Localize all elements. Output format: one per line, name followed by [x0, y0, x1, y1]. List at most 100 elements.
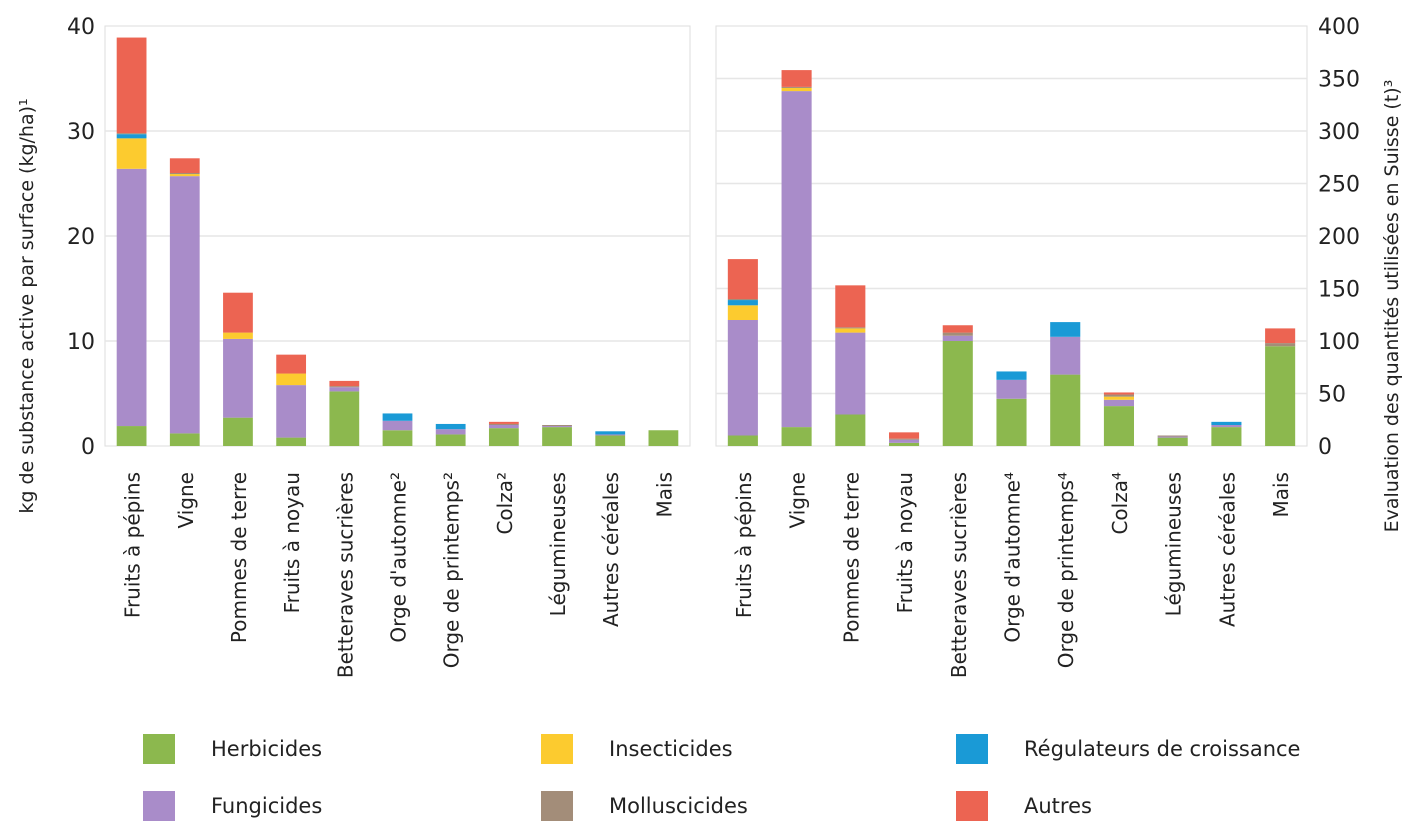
chart1-bar-fruits-a-noyau-fungicides: [276, 385, 307, 438]
chart1-bar-vigne-insecticides: [169, 174, 200, 177]
chart2-yaxis-label: Evaluation des quantités utilisées en Su…: [1381, 80, 1403, 533]
chart1-bar-fruits-a-pepins-insecticides: [116, 138, 147, 169]
chart2-bar-legumineuses-herbicides: [1157, 437, 1188, 446]
legend-swatch-fungicides: [143, 791, 175, 821]
chart1-yaxis-label: kg de substance active par surface (kg/h…: [16, 98, 38, 513]
chart2-bar-orge-de-printemps-regulateurs-de-croissance: [1050, 322, 1081, 337]
legend-swatch-molluscicides: [541, 791, 573, 821]
chart1-xtick-label-colza: Colza²: [493, 472, 517, 535]
chart1-bar-orge-de-printemps-fungicides: [435, 429, 466, 435]
chart1-bar-legumineuses-molluscicides: [542, 425, 572, 427]
chart2-bar-betteraves-sucrieres-fungicides: [942, 335, 973, 341]
chart2-bar-fruits-a-pepins-autres: [727, 259, 758, 299]
chart2-bar-fruits-a-noyau-molluscicides: [889, 438, 920, 440]
chart2-bar-betteraves-sucrieres-molluscicides: [942, 332, 973, 336]
chart2-bar-legumineuses-molluscicides: [1157, 435, 1188, 437]
legend-label-regulateurs: Régulateurs de croissance: [1024, 737, 1301, 761]
chart2-ytick-label-50: 50: [1318, 383, 1346, 408]
chart-svg: 0 10 20 30 40 kg de substance active par surf…: [16, 15, 1403, 678]
chart2-bar-mais-herbicides: [1265, 346, 1296, 446]
legend-swatch-autres: [956, 791, 988, 821]
chart1-bar-pommes-de-terre-insecticides: [223, 332, 253, 339]
chart2-bar-fruits-a-noyau-fungicides: [889, 439, 920, 443]
chart1-bar-mais-herbicides: [648, 430, 679, 446]
chart1-bar-betteraves-sucrieres-molluscicides: [329, 386, 360, 388]
chart1-bar-legumineuses-herbicides: [542, 427, 572, 446]
chart2-xtick-label-orge-d-automne: Orge d'automne⁴: [1001, 472, 1025, 643]
chart2-bar-mais-molluscicides: [1265, 343, 1296, 347]
legend-swatch-regulateurs: [956, 734, 988, 764]
chart1-xtick-label-fruits-a-pepins: Fruits à pépins: [121, 472, 145, 618]
chart1-bar-orge-de-printemps-herbicides: [435, 434, 466, 446]
chart2-xtick-label-autres-cereales: Autres céréales: [1215, 472, 1239, 627]
chart2-ytick-label-200: 200: [1318, 225, 1360, 250]
chart1-bar-fruits-a-pepins-autres: [116, 37, 147, 134]
chart1-bar-orge-de-printemps-regulateurs-de-croissance: [435, 423, 466, 430]
chart2-bar-pommes-de-terre-herbicides: [835, 414, 866, 446]
chart2-bar-fruits-a-noyau-herbicides: [889, 442, 920, 446]
chart1-xtick-label-fruits-a-noyau: Fruits à noyau: [280, 472, 304, 613]
chart2-bar-autres-cereales-herbicides: [1211, 427, 1242, 446]
chart1-xtick-label-mais: Mais: [652, 472, 676, 518]
chart2-bar-legumineuses-fungicides: [1157, 436, 1188, 438]
chart2-bar-orge-de-printemps-herbicides: [1050, 374, 1081, 446]
chart1-bar-vigne-molluscicides: [169, 173, 200, 175]
chart2-xtick-label-pommes-de-terre: Pommes de terre: [839, 472, 863, 643]
chart1-xtick-label-legumineuses: Légumineuses: [546, 472, 570, 616]
chart1-bar-pommes-de-terre-autres: [223, 292, 253, 333]
chart1-xtick-label-betteraves-sucrieres: Betteraves sucrières: [333, 472, 357, 678]
legend-label-fungicides: Fungicides: [211, 794, 323, 818]
chart1-bar-fruits-a-pepins-herbicides: [116, 426, 147, 446]
chart2-bar-fruits-a-pepins-molluscicides: [727, 299, 758, 301]
legend-item-fungicides: Fungicides: [143, 791, 322, 821]
chart2-bar-orge-d-automne-fungicides: [996, 379, 1027, 399]
legend-item-herbicides: Herbicides: [143, 734, 322, 764]
chart2-ytick-label-100: 100: [1318, 330, 1360, 355]
chart1-ytick-label-0: 0: [81, 435, 95, 460]
legend-label-autres: Autres: [1024, 794, 1092, 818]
legend-item-insecticides: Insecticides: [541, 734, 733, 764]
chart2-bar-pommes-de-terre-fungicides: [835, 332, 866, 415]
chart1-bar-fruits-a-noyau-autres: [276, 354, 307, 374]
legend-label-herbicides: Herbicides: [211, 737, 323, 761]
chart1-bar-pommes-de-terre-fungicides: [223, 338, 253, 418]
legend-label-insecticides: Insecticides: [609, 737, 733, 761]
chart2-bar-colza-autres: [1103, 392, 1134, 395]
chart2-bar-autres-cereales-regulateurs-de-croissance: [1211, 421, 1242, 425]
legend-item-autres: Autres: [956, 791, 1092, 821]
chart2-bar-colza-insecticides: [1103, 396, 1134, 400]
chart1-ytick-label-20: 20: [67, 225, 95, 250]
chart1-bar-betteraves-sucrieres-herbicides: [329, 391, 360, 446]
legend-item-regulateurs: Régulateurs de croissance: [956, 734, 1300, 764]
chart2-bar-colza-fungicides: [1103, 399, 1134, 407]
legend-label-molluscicides: Molluscicides: [609, 794, 748, 818]
chart2-xtick-label-mais: Mais: [1269, 472, 1293, 518]
chart2-ytick-label-350: 350: [1318, 68, 1360, 93]
chart1-bar-pommes-de-terre-herbicides: [223, 417, 253, 446]
chart1-bar-fruits-a-noyau-insecticides: [276, 373, 307, 386]
chart1-bar-autres-cereales-fungicides: [595, 434, 626, 436]
chart2-bar-colza-herbicides: [1103, 406, 1134, 446]
chart2-ytick-label-400: 400: [1318, 15, 1360, 40]
chart1-xtick-label-pommes-de-terre: Pommes de terre: [227, 472, 251, 643]
chart2-bar-vigne-fungicides: [781, 91, 812, 428]
chart2-bar-fruits-a-pepins-regulateurs-de-croissance: [727, 300, 758, 306]
chart2-bar-vigne-autres: [781, 70, 812, 87]
chart1-bar-autres-cereales-herbicides: [595, 435, 626, 446]
chart2-xtick-label-fruits-a-noyau: Fruits à noyau: [893, 472, 917, 613]
chart2-bar-autres-cereales-fungicides: [1211, 425, 1242, 428]
chart1-bar-autres-cereales-regulateurs-de-croissance: [595, 431, 626, 435]
chart1-bar-orge-d-automne-herbicides: [382, 430, 413, 446]
chart2-bar-vigne-herbicides: [781, 427, 812, 446]
chart2-ytick-label-0: 0: [1318, 435, 1332, 460]
chart1-bar-legumineuses-fungicides: [542, 426, 572, 428]
chart2-bar-betteraves-sucrieres-autres: [942, 325, 973, 333]
chart1-bar-betteraves-sucrieres-fungicides: [329, 387, 360, 392]
chart1-bar-fruits-a-noyau-herbicides: [276, 437, 307, 446]
chart2-bar-fruits-a-noyau-autres: [889, 432, 920, 439]
legend-swatch-insecticides: [541, 734, 573, 764]
chart1-bar-betteraves-sucrieres-autres: [329, 380, 360, 387]
chart1-bar-fruits-a-pepins-regulateurs-de-croissance: [116, 134, 147, 139]
chart2-bar-vigne-molluscicides: [781, 86, 812, 88]
